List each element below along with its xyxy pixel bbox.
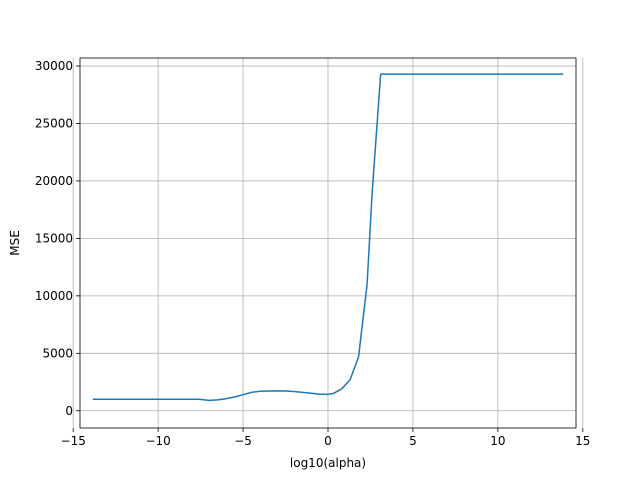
x-tick-label: 15 [575,434,590,448]
x-tick-label: −10 [145,434,170,448]
mse-line [92,73,564,402]
x-tick-label: 0 [324,434,332,448]
x-tick-label: −5 [234,434,252,448]
x-axis-label: log10(alpha) [290,456,366,470]
y-tick-label: 15000 [35,231,73,245]
y-axis-label: MSE [8,230,22,256]
y-tick-label: 5000 [42,346,73,360]
y-tick-label: 30000 [35,59,73,73]
y-tick-label: 0 [65,404,73,418]
axis-ticks: −15 −10 −5 0 5 10 15 0 5000 10000 15000 20000 25000 3… [35,59,591,448]
x-tick-label: 10 [490,434,505,448]
y-tick-label: 20000 [35,174,73,188]
x-tick-label: −15 [61,434,86,448]
y-tick-label: 25000 [35,116,73,130]
series-layer [92,73,564,402]
grid-lines [72,58,584,428]
x-tick-label: 5 [409,434,417,448]
y-tick-label: 10000 [35,289,73,303]
